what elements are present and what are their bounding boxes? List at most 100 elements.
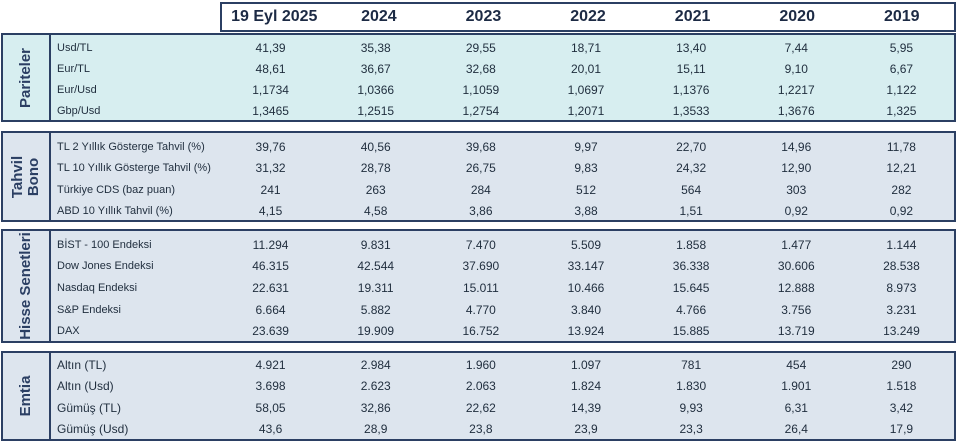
table-cell: 29,55 bbox=[465, 40, 496, 55]
row-label: Eur/Usd bbox=[57, 83, 97, 96]
table-cell: 1,325 bbox=[886, 104, 917, 119]
table-cell: 36.338 bbox=[672, 259, 710, 274]
section-title-box: Tahvil Bono bbox=[1, 131, 51, 222]
row-label: Gümüş (Usd) bbox=[57, 422, 129, 437]
table-cell: 284 bbox=[470, 182, 491, 197]
table-row: DAX 23.639 19.909 16.752 13.924 15.885 13.719 1… bbox=[51, 320, 954, 342]
table-cell: 11,78 bbox=[886, 139, 916, 154]
table-cell: 303 bbox=[786, 182, 807, 197]
table-cell: 12.888 bbox=[777, 280, 815, 295]
section-rows: Usd/TL 41,39 35,38 29,55 18,71 13,40 7,44 5,95 E… bbox=[51, 33, 956, 122]
table-cell: 0,92 bbox=[889, 204, 914, 219]
table-row: Eur/TL 48,61 36,67 32,68 20,01 15,11 9,10 6,67 bbox=[51, 58, 954, 79]
table-cell: 3,42 bbox=[889, 400, 914, 415]
table-cell: 3,86 bbox=[469, 204, 493, 219]
table-cell: 28,78 bbox=[360, 161, 391, 176]
column-header-2023: 2023 bbox=[465, 8, 502, 25]
table-cell: 9.831 bbox=[360, 237, 391, 252]
table-row: Eur/Usd 1,1734 1,0366 1,1059 1,0697 1,1376 1,2… bbox=[51, 79, 954, 100]
table-cell: 6,67 bbox=[889, 61, 914, 76]
table-cell: 1.901 bbox=[781, 379, 812, 394]
table-row: Altın (Usd) 3.698 2.623 2.063 1.824 1.830 1.90… bbox=[51, 376, 954, 398]
table-cell: 9,10 bbox=[784, 61, 808, 76]
row-label: Nasdaq Endeksi bbox=[57, 281, 138, 294]
table-cell: 5.882 bbox=[360, 302, 391, 317]
row-label: BİST - 100 Endeksi bbox=[57, 238, 152, 251]
row-label: DAX bbox=[57, 325, 80, 338]
table-cell: 5.509 bbox=[570, 237, 601, 252]
table-cell: 4.766 bbox=[676, 302, 707, 317]
table-cell: 19.311 bbox=[357, 280, 394, 295]
table-cell: 3.756 bbox=[781, 302, 812, 317]
table-cell: 1,2217 bbox=[777, 82, 815, 97]
table-row: S&P Endeksi 6.664 5.882 4.770 3.840 4.766 3.75… bbox=[51, 299, 954, 321]
table-cell: 1,1059 bbox=[462, 82, 500, 97]
table-cell: 9,97 bbox=[574, 139, 598, 154]
row-label: Altın (TL) bbox=[57, 357, 107, 372]
table-cell: 4.921 bbox=[255, 357, 286, 372]
table-cell: 2.063 bbox=[465, 379, 496, 394]
column-header-2024: 2024 bbox=[361, 8, 397, 25]
table-cell: 1,3676 bbox=[777, 104, 815, 119]
table-cell: 17,9 bbox=[889, 422, 914, 437]
table-cell: 2.984 bbox=[360, 357, 391, 372]
table-row: Türkiye CDS (baz puan) 241 263 284 512 564 303… bbox=[51, 179, 954, 201]
table-row: Usd/TL 41,39 35,38 29,55 18,71 13,40 7,44 5,95 bbox=[51, 37, 954, 58]
table-cell: 1,0366 bbox=[357, 82, 395, 97]
table-cell: 13,40 bbox=[676, 40, 707, 55]
table-cell: 22,62 bbox=[465, 400, 496, 415]
section-hisse-senetleri: Hisse Senetleri BİST - 100 Endeksi 11.294… bbox=[1, 229, 956, 343]
section-rows: Altın (TL) 4.921 2.984 1.960 1.097 781 454 290 A… bbox=[51, 351, 956, 441]
column-header-2020: 2020 bbox=[779, 8, 815, 25]
table-cell: 19.909 bbox=[357, 324, 395, 339]
table-cell: 10.466 bbox=[567, 280, 605, 295]
table-cell: 39,76 bbox=[255, 139, 286, 154]
table-cell: 32,86 bbox=[360, 400, 391, 415]
table-row: TL 10 Yıllık Gösterge Tahvil (%) 31,32 28,… bbox=[51, 158, 954, 180]
table-cell: 13.249 bbox=[883, 324, 920, 339]
row-label: TL 2 Yıllık Gösterge Tahvil (%) bbox=[57, 140, 205, 153]
table-cell: 46.315 bbox=[252, 259, 289, 274]
table-cell: 22.631 bbox=[252, 280, 289, 295]
table-cell: 20,01 bbox=[570, 61, 601, 76]
table-cell: 40,56 bbox=[360, 139, 391, 154]
table-cell: 3.840 bbox=[570, 302, 601, 317]
table-cell: 1,1376 bbox=[672, 82, 710, 97]
table-cell: 1,3465 bbox=[252, 104, 289, 119]
row-label: Türkiye CDS (baz puan) bbox=[57, 183, 175, 196]
section-title: Pariteler bbox=[17, 47, 34, 108]
table-cell: 781 bbox=[681, 357, 702, 372]
table-cell: 23,3 bbox=[679, 422, 703, 437]
table-cell: 6.664 bbox=[255, 302, 286, 317]
table-cell: 12,21 bbox=[886, 161, 917, 176]
table-cell: 41,39 bbox=[255, 40, 286, 55]
table-cell: 28.538 bbox=[883, 259, 920, 274]
table-cell: 1.144 bbox=[886, 237, 917, 252]
table-cell: 3.698 bbox=[255, 379, 286, 394]
table-cell: 16.752 bbox=[462, 324, 500, 339]
row-label: Eur/TL bbox=[57, 62, 91, 75]
table-cell: 43,6 bbox=[258, 422, 283, 437]
column-header-2019: 2019 bbox=[883, 8, 920, 25]
table-cell: 6,31 bbox=[784, 400, 808, 415]
table-cell: 1,3533 bbox=[672, 104, 710, 119]
row-label: Gümüş (TL) bbox=[57, 400, 122, 415]
table-row: Altın (TL) 4.921 2.984 1.960 1.097 781 454 290 bbox=[51, 354, 954, 376]
row-label: Dow Jones Endeksi bbox=[57, 260, 154, 273]
row-label: Usd/TL bbox=[57, 41, 93, 54]
table-cell: 31,32 bbox=[255, 161, 286, 176]
table-cell: 14,39 bbox=[570, 400, 601, 415]
table-cell: 454 bbox=[786, 357, 807, 372]
table-cell: 26,4 bbox=[784, 422, 808, 437]
table-cell: 36,67 bbox=[360, 61, 391, 76]
table-row: BİST - 100 Endeksi 11.294 9.831 7.470 5.509 1… bbox=[51, 234, 954, 256]
table-row: Gümüş (TL) 58,05 32,86 22,62 14,39 9,93 6,31 3,… bbox=[51, 397, 954, 419]
table-cell: 1.824 bbox=[570, 379, 601, 394]
table-cell: 35,38 bbox=[360, 40, 391, 55]
section-title-box: Hisse Senetleri bbox=[1, 229, 51, 343]
section-tahvil-bono: Tahvil Bono TL 2 Yıllık Gösterge Tahvil (… bbox=[1, 131, 956, 222]
table-cell: 22,70 bbox=[676, 139, 707, 154]
section-pariteler: Pariteler Usd/TL 41,39 35,38 29,55 18,71 13,4… bbox=[1, 33, 956, 122]
table-cell: 13.924 bbox=[567, 324, 605, 339]
table-cell: 12,90 bbox=[781, 161, 812, 176]
